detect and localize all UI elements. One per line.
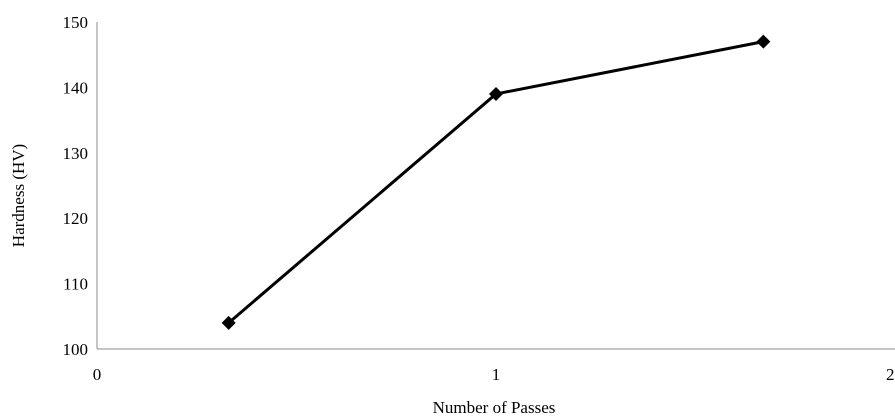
x-axis-title: Number of Passes [433,398,556,417]
x-tick-labels: 0 1 2 [93,365,895,384]
x-tick-label: 0 [93,365,102,384]
y-tick-label: 150 [63,13,89,32]
data-point-diamond [221,315,236,330]
axes [96,22,895,350]
data-point-diamond [756,34,771,49]
y-tick-label: 130 [63,144,89,163]
series-line [227,40,764,324]
y-axis-title: Hardness (HV) [9,144,28,247]
y-tick-label: 100 [63,340,89,359]
series-layer [221,34,771,330]
x-tick-label: 2 [886,365,895,384]
y-tick-label: 140 [63,78,89,97]
x-tick-label: 1 [492,365,501,384]
y-tick-label: 110 [63,275,88,294]
y-tick-labels: 100 110 120 130 140 150 [63,13,89,359]
data-point-diamond [489,86,503,101]
y-tick-label: 120 [63,209,89,228]
